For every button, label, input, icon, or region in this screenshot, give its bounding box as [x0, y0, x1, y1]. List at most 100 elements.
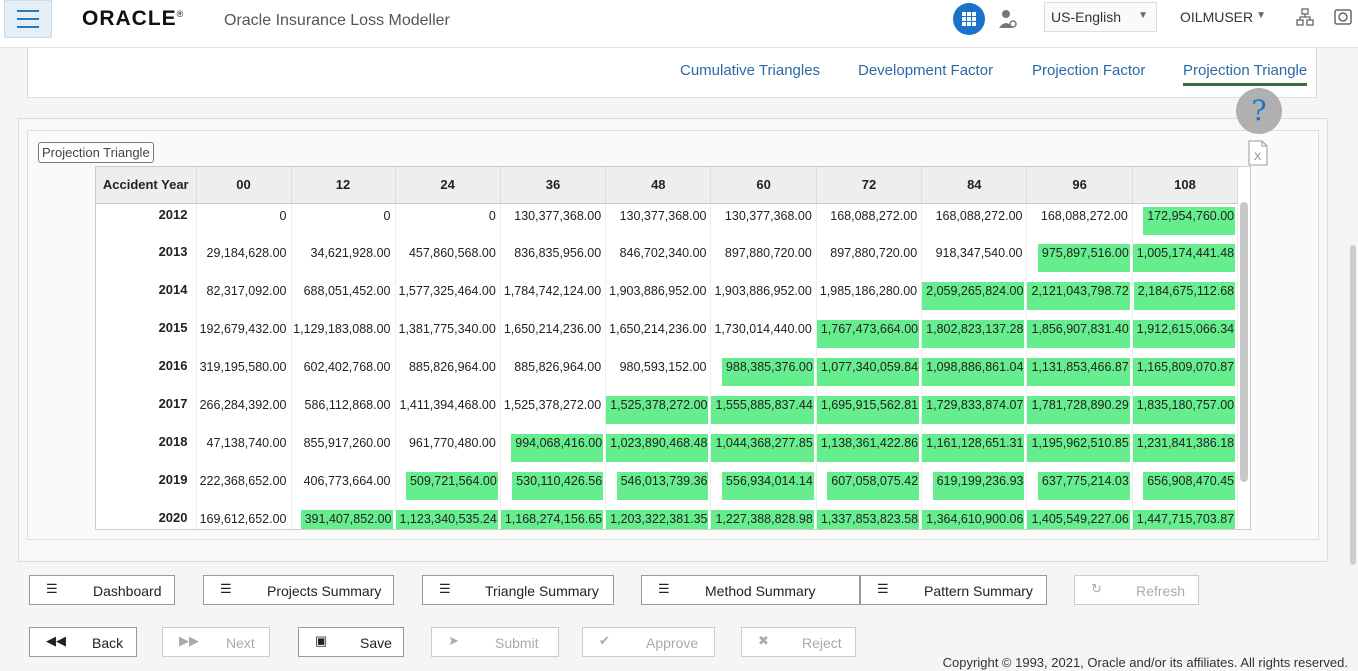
column-header-96[interactable]: 96	[1026, 167, 1133, 204]
column-header-84[interactable]: 84	[921, 167, 1028, 204]
value-cell: 885,826,964.00	[395, 355, 501, 393]
cell-value: 897,880,720.00	[724, 246, 812, 260]
list-icon: ☰	[46, 581, 58, 596]
cell-value: 1,903,886,952.00	[609, 284, 707, 298]
projects-summary-button[interactable]: ☰ Projects Summary	[203, 575, 394, 605]
back-icon: ◀◀	[46, 633, 66, 648]
cell-value: 2,059,265,824.00	[922, 282, 1025, 310]
value-cell: 1,903,886,952.00	[710, 279, 817, 317]
table-scrollbar[interactable]	[1240, 202, 1248, 482]
back-button[interactable]: ◀◀ Back	[29, 627, 137, 657]
projected-value-cell: 637,775,214.03	[1026, 469, 1133, 507]
column-header-accident-year[interactable]: Accident Year	[96, 167, 197, 204]
cell-value: 1,695,915,562.81	[816, 396, 920, 424]
column-header-24[interactable]: 24	[395, 167, 501, 204]
cell-value: 586,112,868.00	[304, 398, 391, 412]
chevron-down-icon: ▼	[1256, 10, 1266, 21]
tab-projection-triangle[interactable]: Projection Triangle	[1183, 62, 1308, 86]
value-cell: 918,347,540.00	[921, 241, 1028, 279]
tab-development-factor[interactable]: Development Factor	[858, 62, 994, 79]
refresh-icon: ↻	[1091, 581, 1102, 596]
triangle-summary-button[interactable]: ☰ Triangle Summary	[422, 575, 614, 605]
button-label: Save	[360, 635, 392, 651]
screenshot-icon[interactable]	[1334, 8, 1352, 31]
column-header-48[interactable]: 48	[605, 167, 712, 204]
projected-value-cell: 1,337,853,823.58	[816, 507, 923, 529]
value-cell: 1,903,886,952.00	[605, 279, 712, 317]
cell-value: 1,729,833,874.07	[922, 396, 1025, 424]
value-cell: 222,368,652.00	[196, 469, 292, 507]
value-cell: 1,650,214,236.00	[500, 317, 607, 355]
projected-value-cell: 1,802,823,137.28	[921, 317, 1028, 355]
column-header-72[interactable]: 72	[816, 167, 923, 204]
cell-value: 1,525,378,272.00	[503, 398, 602, 412]
value-cell: 130,377,368.00	[605, 203, 712, 241]
language-select[interactable]: US-English ▼	[1044, 2, 1157, 32]
value-cell: 192,679,432.00	[196, 317, 292, 355]
table-row: 2015 192,679,432.00 1,129,183,088.00 1,381,…	[96, 317, 1239, 355]
projected-value-cell: 1,098,886,861.04	[921, 355, 1028, 393]
projected-value-cell: 1,729,833,874.07	[921, 393, 1028, 431]
column-header-60[interactable]: 60	[710, 167, 817, 204]
refresh-button[interactable]: ↻ Refresh	[1074, 575, 1199, 605]
cell-value: 1,730,014,440.00	[714, 322, 812, 336]
user-menu[interactable]: OILMUSER ▼	[1170, 2, 1278, 32]
cell-value: 34,621,928.00	[310, 246, 391, 260]
button-label: Method Summary	[705, 583, 816, 599]
table-row: 2012 0 0 0 130,377,368.00 130,377,368.00 130,3…	[96, 203, 1239, 241]
column-header-36[interactable]: 36	[500, 167, 607, 204]
projected-value-cell: 1,525,378,272.00	[605, 393, 712, 431]
approve-button[interactable]: ✔ Approve	[582, 627, 715, 657]
apps-grid-button[interactable]	[953, 3, 985, 35]
cell-value: 994,068,416.00	[511, 434, 604, 462]
next-button[interactable]: ▶▶ Next	[162, 627, 270, 657]
cell-value: 885,826,964.00	[408, 360, 496, 374]
cell-value: 1,650,214,236.00	[503, 322, 602, 336]
cell-value: 1,447,715,703.87	[1132, 510, 1236, 529]
column-header-12[interactable]: 12	[291, 167, 396, 204]
table-row: 2013 29,184,628.00 34,621,928.00 457,860,56…	[96, 241, 1239, 279]
button-label: Dashboard	[93, 583, 162, 599]
projected-value-cell: 1,195,962,510.85	[1026, 431, 1133, 469]
value-cell: 130,377,368.00	[500, 203, 607, 241]
value-cell: 266,284,392.00	[196, 393, 292, 431]
user-settings-icon[interactable]	[998, 8, 1018, 30]
save-button[interactable]: ▣ Save	[298, 627, 404, 657]
menu-toggle-button[interactable]	[4, 0, 52, 38]
reject-button[interactable]: ✖ Reject	[741, 627, 856, 657]
column-header-00[interactable]: 00	[196, 167, 292, 204]
submit-button[interactable]: ➤ Submit	[431, 627, 559, 657]
cell-value: 885,826,964.00	[514, 360, 602, 374]
pattern-summary-button[interactable]: ☰ Pattern Summary	[860, 575, 1047, 605]
cell-value: 1,767,473,664.00	[816, 320, 920, 348]
accident-year-cell: 2012	[96, 203, 197, 241]
cell-value: 980,593,152.00	[619, 360, 707, 374]
cell-value: 130,377,368.00	[724, 208, 812, 223]
cell-value: 530,110,426.56	[512, 472, 604, 500]
cell-value: 457,860,568.00	[408, 246, 496, 260]
projected-value-cell: 556,934,014.14	[710, 469, 817, 507]
projected-value-cell: 1,131,853,466.87	[1026, 355, 1133, 393]
tab-cumulative-triangles[interactable]: Cumulative Triangles	[680, 62, 821, 79]
cell-value: 130,377,368.00	[619, 208, 707, 223]
value-cell: 885,826,964.00	[500, 355, 607, 393]
projected-value-cell: 1,912,615,066.34	[1132, 317, 1239, 355]
page-scrollbar[interactable]	[1350, 245, 1356, 565]
tab-projection-factor[interactable]: Projection Factor	[1032, 62, 1146, 79]
hierarchy-icon[interactable]	[1296, 8, 1314, 31]
cell-value: 656,908,470.45	[1143, 472, 1236, 500]
value-cell: 0	[395, 203, 501, 241]
cell-value: 82,317,092.00	[206, 284, 287, 298]
cell-value: 1,337,853,823.58	[816, 510, 920, 529]
help-button[interactable]: ?	[1236, 88, 1282, 134]
dashboard-button[interactable]: ☰ Dashboard	[29, 575, 175, 605]
value-cell: 602,402,768.00	[291, 355, 396, 393]
excel-export-icon[interactable]: X	[1246, 140, 1270, 166]
column-header-108[interactable]: 108	[1132, 167, 1239, 204]
projected-value-cell: 172,954,760.00	[1132, 203, 1239, 241]
button-label: Reject	[802, 635, 842, 651]
cell-value: 961,770,480.00	[408, 436, 496, 450]
value-cell: 1,784,742,124.00	[500, 279, 607, 317]
accident-year-cell: 2020	[96, 507, 197, 529]
method-summary-button[interactable]: ☰ Method Summary	[641, 575, 860, 605]
